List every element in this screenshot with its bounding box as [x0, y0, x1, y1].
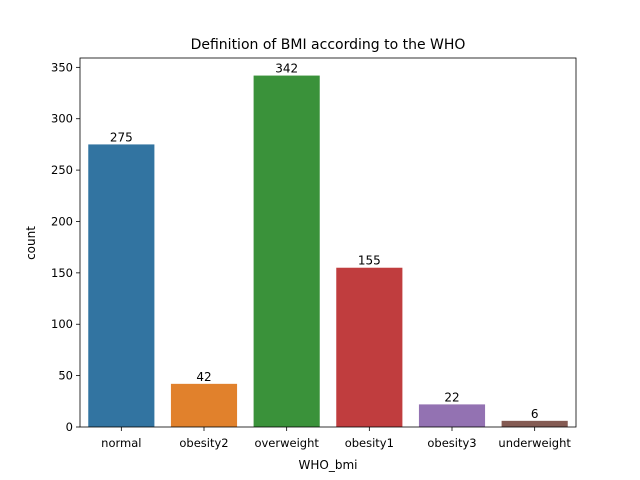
x-axis-label: WHO_bmi: [299, 458, 358, 472]
y-tick-label-350: 350: [51, 60, 73, 74]
bar-value-label-overweight: 342: [275, 62, 298, 76]
y-tick-label-200: 200: [51, 214, 73, 228]
x-tick-label-obesity2: obesity2: [179, 436, 228, 450]
bar-value-label-underweight: 6: [531, 407, 539, 421]
x-tick-label-underweight: underweight: [498, 436, 571, 450]
y-tick-label-100: 100: [51, 317, 73, 331]
y-axis: 0 50 100 150 200 250 300 350: [51, 60, 80, 434]
bars-group: [88, 75, 568, 428]
plot-frame: [79, 57, 577, 428]
bar-obesity2: [170, 383, 238, 427]
y-axis-label: count: [24, 226, 38, 260]
y-tick-label-50: 50: [58, 369, 73, 383]
bar-value-label-obesity1: 155: [358, 254, 381, 268]
x-tick-label-overweight: overweight: [254, 436, 319, 450]
bar-value-label-normal: 275: [110, 130, 133, 144]
x-axis: normal obesity2 overweight obesity1 obesity3…: [101, 427, 571, 450]
bar-value-label-obesity3: 22: [444, 390, 459, 404]
bar-normal: [88, 144, 155, 427]
bar-overweight: [253, 75, 320, 428]
bar-value-label-obesity2: 42: [196, 370, 211, 384]
x-tick-label-normal: normal: [101, 436, 141, 450]
y-tick-label-150: 150: [51, 266, 73, 280]
bar-labels-group: 275 42 342 155 22 6: [110, 62, 539, 421]
chart-title: Definition of BMI according to the WHO: [191, 37, 466, 53]
y-tick-label-300: 300: [51, 112, 73, 126]
y-tick-label-0: 0: [66, 420, 73, 434]
bar-underweight: [501, 420, 568, 427]
x-tick-label-obesity3: obesity3: [427, 436, 476, 450]
x-tick-label-obesity1: obesity1: [345, 436, 394, 450]
bar-obesity3: [418, 404, 486, 427]
y-tick-label-250: 250: [51, 163, 73, 177]
bar-obesity1: [336, 267, 403, 427]
